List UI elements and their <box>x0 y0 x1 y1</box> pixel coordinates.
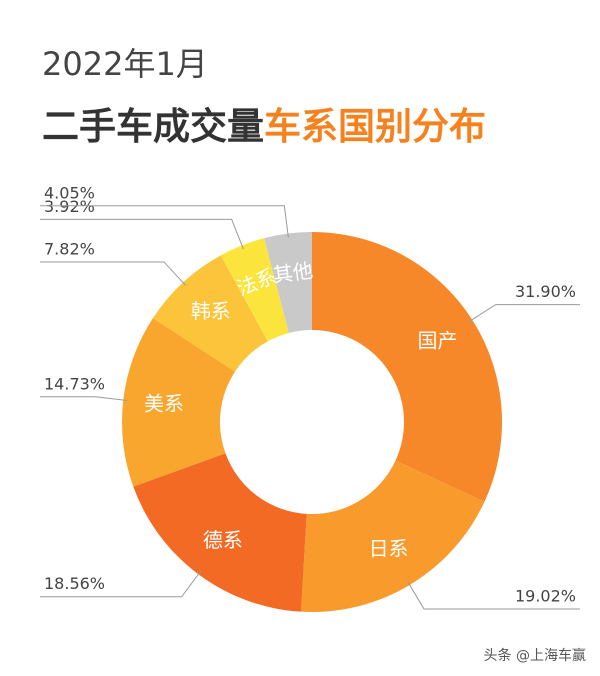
value-label: 31.90% <box>515 282 576 301</box>
slice <box>133 453 307 612</box>
category-label: 国产 <box>418 328 458 352</box>
value-label: 4.05% <box>44 183 95 202</box>
category-label: 德系 <box>203 528 243 552</box>
value-label: 3.92% <box>44 197 95 216</box>
slice <box>264 232 312 333</box>
leader-line <box>40 570 202 598</box>
title-main: 二手车成交量 <box>42 105 264 148</box>
source: 头条 @上海车赢 <box>484 647 586 664</box>
leader-line <box>40 261 187 286</box>
chart-title: 二手车成交量车系国别分布 <box>42 105 486 148</box>
value-label: 7.82% <box>44 239 95 258</box>
slice <box>122 318 235 487</box>
chart-subtitle: 2022年1月 <box>42 45 208 83</box>
slice <box>220 238 289 342</box>
category-label: 日系 <box>369 536 409 560</box>
slice <box>152 255 268 372</box>
leader-line <box>40 205 289 238</box>
category-label: 美系 <box>144 391 184 415</box>
leader-line <box>407 581 580 610</box>
leader-line <box>40 218 244 250</box>
leader-line <box>40 396 128 401</box>
category-label: 其他 <box>272 258 315 287</box>
slice <box>312 232 502 502</box>
value-label: 14.73% <box>44 374 105 393</box>
value-label: 19.02% <box>515 587 576 606</box>
title-highlight: 车系国别分布 <box>264 105 486 148</box>
slice <box>301 460 485 612</box>
leader-line <box>468 304 580 323</box>
value-label: 18.56% <box>44 574 105 593</box>
category-label: 韩系 <box>191 299 231 323</box>
